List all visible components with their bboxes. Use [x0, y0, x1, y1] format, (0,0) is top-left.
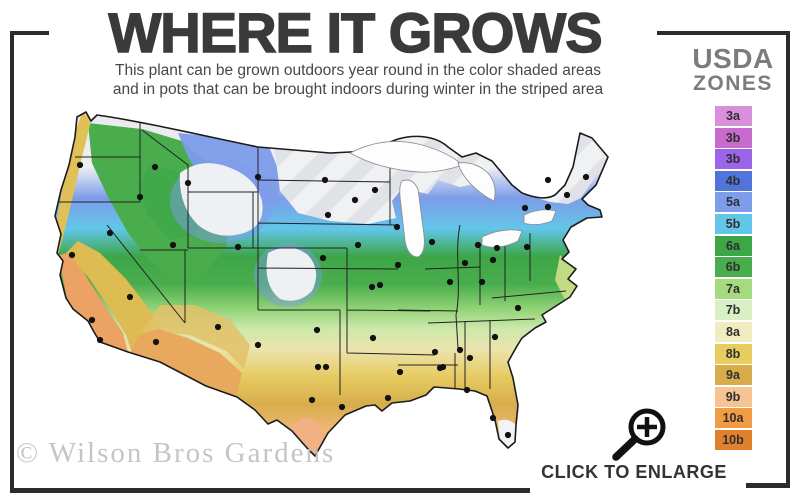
frame-right-segment	[786, 31, 790, 487]
city-dot	[396, 368, 404, 376]
zone-swatch-6a: 6a	[714, 235, 752, 256]
city-dot	[428, 238, 436, 246]
city-dot	[88, 316, 96, 324]
magnifier-plus-icon[interactable]	[603, 403, 673, 465]
city-dot	[313, 326, 321, 334]
city-dot	[354, 241, 362, 249]
city-dot	[338, 403, 346, 411]
city-dot	[169, 241, 177, 249]
zone-list: 3a 3b 3b 4b 5a 5b 6a 6b 7a 7b 8a 8b 9a 9b 10a 10b	[714, 106, 752, 450]
page-title: WHERE IT GROWS	[108, 0, 604, 65]
city-dot	[514, 304, 522, 312]
city-dot	[152, 338, 160, 346]
city-dot	[521, 204, 529, 212]
city-dot	[136, 193, 144, 201]
city-dot	[214, 323, 222, 331]
frame-bottom-left-segment	[10, 488, 530, 493]
city-dot	[319, 254, 327, 262]
zone-swatch-3b: 3b	[714, 127, 752, 148]
frame-top-left-segment	[10, 31, 49, 35]
city-dot	[368, 283, 376, 291]
city-dot	[493, 244, 501, 252]
click-to-enlarge-label[interactable]: CLICK TO ENLARGE	[541, 462, 727, 482]
zone-swatch-10b: 10b	[714, 429, 752, 450]
city-dot	[456, 346, 464, 354]
legend-title-usda: USDA	[692, 43, 774, 74]
subtitle-line-1: This plant can be grown outdoors year ro…	[115, 62, 601, 79]
usa-zone-map[interactable]	[30, 105, 670, 485]
frame-left-segment	[10, 31, 14, 492]
zone-swatch-4b: 4b	[714, 170, 752, 191]
city-dot	[431, 348, 439, 356]
city-dot	[563, 191, 571, 199]
city-dot	[96, 336, 104, 344]
city-marker-dots	[68, 161, 590, 439]
us-outline	[54, 111, 609, 457]
city-dot	[478, 278, 486, 286]
city-dot	[254, 341, 262, 349]
lake-michigan	[399, 179, 425, 258]
city-dot	[461, 259, 469, 267]
zone-swatch-7a: 7a	[714, 278, 752, 299]
zone-swatch-5a: 5a	[714, 192, 752, 213]
city-dot	[384, 394, 392, 402]
zone-swatch-6b: 6b	[714, 257, 752, 278]
city-dot	[351, 196, 359, 204]
city-dot	[151, 163, 159, 171]
state-borders	[56, 117, 567, 402]
city-dot	[393, 223, 401, 231]
zone-swatch-8b: 8b	[714, 343, 752, 364]
city-dot	[68, 251, 76, 259]
city-dot	[321, 176, 329, 184]
zone-swatch-8a: 8a	[714, 321, 752, 342]
city-dot	[126, 293, 134, 301]
city-dot	[446, 278, 454, 286]
frame-bottom-right-segment	[746, 483, 790, 488]
city-dot	[369, 334, 377, 342]
city-dot	[234, 243, 242, 251]
city-dot	[76, 161, 84, 169]
zone-swatch-7b: 7b	[714, 300, 752, 321]
city-dot	[394, 261, 402, 269]
city-dot	[184, 179, 192, 187]
city-dot	[582, 173, 590, 181]
city-dot	[466, 354, 474, 362]
city-dot	[474, 241, 482, 249]
city-dot	[324, 211, 332, 219]
zone-swatch-10a: 10a	[714, 408, 752, 429]
city-dot	[106, 229, 114, 237]
city-dot	[523, 243, 531, 251]
city-dot	[314, 363, 322, 371]
city-dot	[544, 176, 552, 184]
lake-erie	[481, 229, 523, 248]
zone-swatch-3a: 3a	[714, 106, 752, 126]
subtitle: This plant can be grown outdoors year ro…	[58, 62, 658, 99]
legend-title-zones: ZONES	[693, 72, 773, 95]
zone-swatch-3b: 3b	[714, 149, 752, 170]
city-dot	[489, 414, 497, 422]
lake-ontario	[523, 209, 557, 226]
city-dot	[504, 431, 512, 439]
city-dot	[371, 186, 379, 194]
usda-zones-legend: USDA ZONES 3a 3b 3b 4b 5a 5b 6a 6b 7a 7b 8a 8b 9a 9b 1…	[676, 44, 790, 452]
city-dot	[308, 396, 316, 404]
city-dot	[463, 386, 471, 394]
subtitle-line-2: and in pots that can be brought indoors …	[112, 80, 604, 98]
great-lakes	[349, 140, 557, 258]
city-dot	[322, 363, 330, 371]
zone-swatch-9b: 9b	[714, 386, 752, 407]
city-dot	[544, 203, 552, 211]
frame-top-right-segment	[657, 31, 790, 35]
lake-huron	[457, 162, 496, 202]
zone-swatch-5b: 5b	[714, 213, 752, 234]
watermark: © Wilson Bros Gardens	[16, 437, 336, 469]
city-dot	[376, 281, 384, 289]
city-dot	[489, 256, 497, 264]
city-dot	[491, 333, 499, 341]
city-dot	[254, 173, 262, 181]
city-dot	[439, 363, 447, 371]
zone-swatch-9a: 9a	[714, 365, 752, 386]
